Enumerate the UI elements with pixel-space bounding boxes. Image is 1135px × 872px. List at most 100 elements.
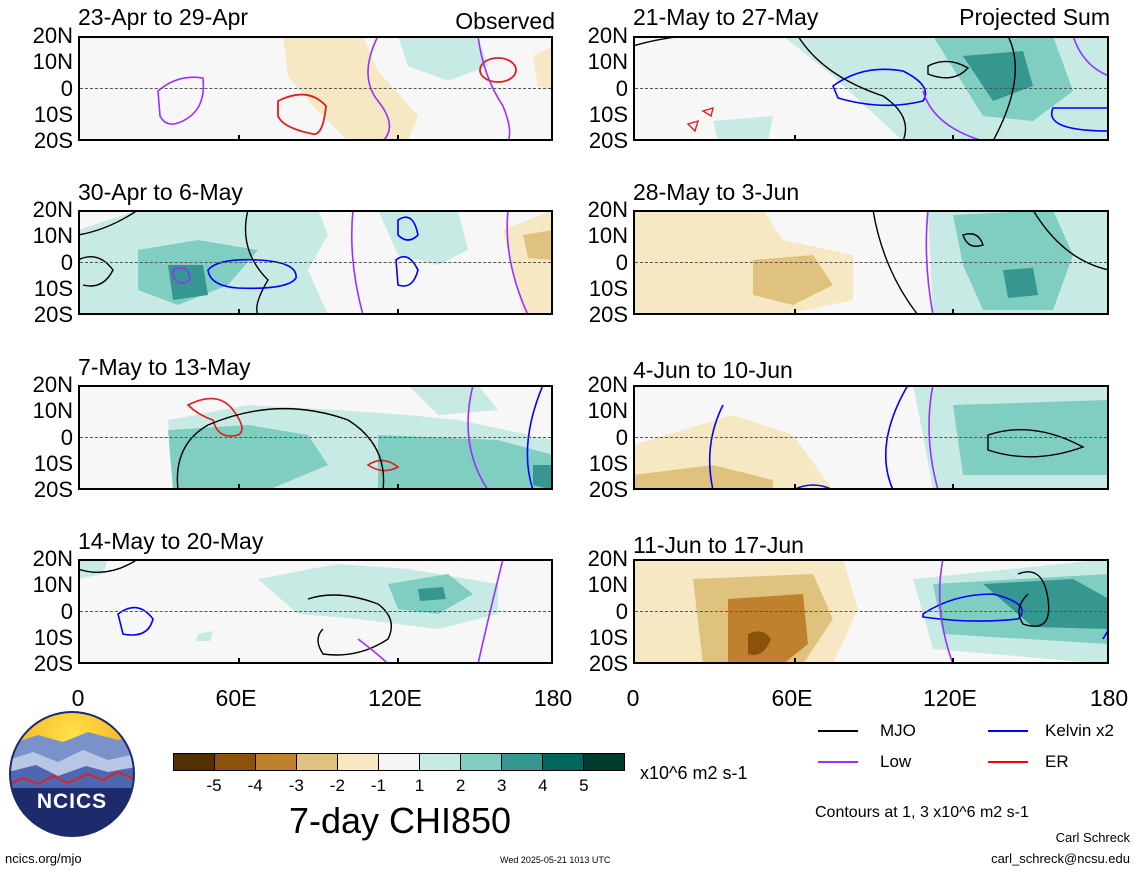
- lat-label: 20S: [33, 477, 73, 502]
- map-projected-2: [633, 210, 1109, 315]
- lon-label-180-left: 180: [533, 685, 573, 711]
- lat-label: 0: [615, 424, 628, 450]
- lat-label: 20S: [33, 651, 73, 676]
- footer-email[interactable]: carl_schreck@ncsu.edu: [991, 851, 1130, 866]
- lat-label: 10N: [587, 398, 628, 424]
- lon-label-0-right: 0: [626, 685, 640, 711]
- lon-label-0-left: 0: [71, 685, 85, 711]
- colorbar-swatch: [502, 754, 543, 770]
- lat-label: 20N: [587, 546, 628, 571]
- lat-label: 10N: [32, 49, 73, 75]
- lat-label: 10N: [587, 49, 628, 75]
- lat-label: 20S: [588, 651, 628, 676]
- map-observed-4: [78, 559, 553, 664]
- colorbar-units: x10^6 m2 s-1: [640, 763, 748, 783]
- colorbar-swatch: [543, 754, 584, 770]
- colorbar-tick-label: 5: [579, 776, 589, 795]
- lat-label: 20N: [32, 197, 73, 222]
- panel-title-proj-1: 21-May to 27-May: [633, 4, 819, 30]
- lat-label: 10N: [32, 398, 73, 424]
- footer-timestamp: Wed 2025-05-21 1013 UTC: [500, 855, 611, 865]
- lat-label: 10S: [588, 624, 628, 650]
- lat-label: 20N: [32, 23, 73, 48]
- map-observed-2: [78, 210, 553, 315]
- panel-title-proj-2: 28-May to 3-Jun: [633, 179, 800, 205]
- lon-label-180-right: 180: [1089, 685, 1129, 711]
- colorbar-swatch: [461, 754, 502, 770]
- panel-title-proj-4: 11-Jun to 17-Jun: [633, 532, 804, 558]
- colorbar-title: 7-day CHI850: [288, 800, 512, 841]
- panel-title-obs-1: 23-Apr to 29-Apr: [78, 4, 249, 30]
- colorbar-swatch: [174, 754, 215, 770]
- legend-label-mjo: MJO: [880, 721, 916, 740]
- panel-title-proj-3: 4-Jun to 10-Jun: [633, 357, 793, 383]
- lat-label: 20N: [32, 372, 73, 397]
- legend-label-kelvin: Kelvin x2: [1045, 721, 1114, 740]
- lon-label-60e-left: 60E: [215, 685, 257, 711]
- map-observed-1: [78, 36, 553, 141]
- colorbar-tick-label: -1: [370, 776, 387, 795]
- lat-label: 10S: [33, 624, 73, 650]
- lat-label: 10N: [32, 572, 73, 598]
- lat-label: 10N: [32, 223, 73, 249]
- legend-line-kelvin: [988, 730, 1028, 732]
- lat-label: 10S: [33, 450, 73, 476]
- lat-label: 0: [60, 424, 73, 450]
- lon-label-120e-left: 120E: [368, 685, 422, 711]
- lat-label: 10N: [587, 223, 628, 249]
- lat-label: 20N: [587, 23, 628, 48]
- lon-label-60e-right: 60E: [771, 685, 813, 711]
- legend-label-low: Low: [880, 752, 912, 771]
- lat-label: 20S: [588, 302, 628, 327]
- colorbar-tick-label: 4: [538, 776, 548, 795]
- colorbar-tick-label: -4: [247, 776, 263, 795]
- colorbar-tick-label: 2: [455, 776, 466, 795]
- ncics-logo: NCICS: [8, 710, 136, 838]
- lat-label: 0: [60, 598, 73, 624]
- lat-label: 10S: [33, 101, 73, 127]
- colorbar-tick-label: -2: [329, 776, 345, 795]
- projected-header: Projected Sum: [959, 4, 1110, 30]
- lat-label: 20S: [588, 128, 628, 153]
- lat-label: 20S: [33, 302, 73, 327]
- colorbar-swatch: [297, 754, 338, 770]
- lat-label: 10S: [588, 101, 628, 127]
- colorbar-swatch: [256, 754, 297, 770]
- lat-label: 20S: [33, 128, 73, 153]
- footer-author: Carl Schreck: [1055, 830, 1130, 845]
- lat-label: 10S: [588, 450, 628, 476]
- lat-label: 10S: [588, 275, 628, 301]
- map-projected-1: [633, 36, 1109, 141]
- panel-title-obs-3: 7-May to 13-May: [78, 354, 251, 380]
- map-observed-3: [78, 385, 553, 490]
- panel-title-obs-2: 30-Apr to 6-May: [78, 179, 243, 205]
- map-projected-3: [633, 385, 1109, 490]
- lat-label: 20N: [32, 546, 73, 571]
- map-projected-4: [633, 559, 1109, 664]
- footer-url[interactable]: ncics.org/mjo: [5, 851, 82, 866]
- legend-label-er: ER: [1045, 752, 1069, 771]
- colorbar-swatch: [420, 754, 461, 770]
- lat-label: 0: [60, 249, 73, 275]
- observed-header: Observed: [455, 8, 555, 34]
- lat-label: 10S: [33, 275, 73, 301]
- panel-title-obs-4: 14-May to 20-May: [78, 528, 264, 554]
- lon-label-120e-right: 120E: [923, 685, 977, 711]
- colorbar-swatch: [338, 754, 379, 770]
- colorbar-tick-label: -5: [206, 776, 222, 795]
- legend-line-er: [988, 761, 1028, 763]
- legend-line-low: [818, 761, 858, 763]
- colorbar: [173, 753, 625, 771]
- logo-text: NCICS: [36, 790, 108, 813]
- lat-label: 20N: [587, 197, 628, 222]
- colorbar-swatch: [379, 754, 420, 770]
- colorbar-tick-label: 1: [414, 776, 425, 795]
- lat-label: 0: [615, 75, 628, 101]
- lat-label: 0: [615, 249, 628, 275]
- colorbar-swatch: [584, 754, 624, 770]
- lat-label: 0: [615, 598, 628, 624]
- lat-label: 20N: [587, 372, 628, 397]
- colorbar-tick-label: 3: [496, 776, 507, 795]
- colorbar-tick-label: -3: [288, 776, 304, 795]
- colorbar-swatch: [215, 754, 256, 770]
